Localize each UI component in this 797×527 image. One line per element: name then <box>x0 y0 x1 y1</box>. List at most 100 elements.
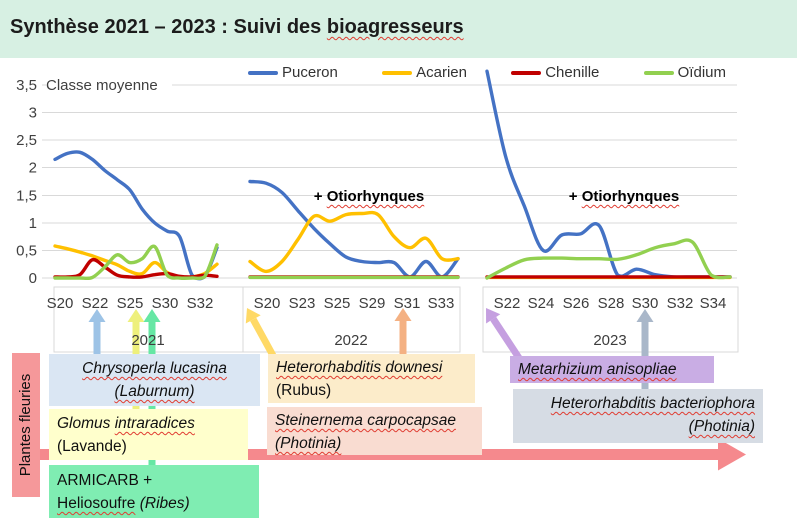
treatment-box-steinernema: Steinernema carpocapsae (Photinia) <box>267 407 482 455</box>
text-segment: bioagresseurs <box>326 16 464 38</box>
week-label: S25 <box>324 295 351 312</box>
arrow-downesi-to-2022-s31-head <box>394 308 412 321</box>
x-label-box-2023 <box>482 286 739 353</box>
series-line-oïdium-2021 <box>53 243 219 281</box>
y-tick-label: 3 <box>29 105 37 122</box>
legend-swatch <box>511 70 542 75</box>
text-segment: Synthèse 2021 – 2023 : Suivi des <box>10 16 327 38</box>
week-label: S20 <box>47 295 74 312</box>
legend-item-oïdium: Oïdium <box>643 64 726 81</box>
treatment-box-downesi: Heterorhabditis downesi (Rubus) <box>268 354 475 403</box>
side-label-plantes-fleuries: Plantes fleuries <box>12 353 40 497</box>
y-tick-label: 1,5 <box>16 187 37 204</box>
year-label: 2023 <box>593 332 626 349</box>
treatment-box-line: (Photinia) <box>521 415 755 438</box>
treatment-box-line: Steinernema carpocapsae <box>275 409 474 432</box>
legend-item-puceron: Puceron <box>248 64 338 81</box>
y-tick-label: 1 <box>29 215 37 232</box>
slide-title: Synthèse 2021 – 2023 : Suivi des bioagre… <box>0 0 797 39</box>
y-tick-label: 0,5 <box>16 242 37 259</box>
text-segment: (Ribes) <box>139 495 190 512</box>
week-label: S28 <box>598 295 625 312</box>
arrow-downesi-to-2022-s20-head <box>245 308 261 324</box>
year-label: 2021 <box>131 332 164 349</box>
treatment-box-line: Heterorhabditis bacteriophora <box>521 392 755 415</box>
legend-label: Acarien <box>416 64 467 81</box>
text-segment: Chrysoperla lucasina <box>82 360 227 377</box>
arrow-glomus-to-2021-head <box>127 309 145 322</box>
treatment-box-line: (Rubus) <box>276 379 467 402</box>
arrow-metarhizium-to-2023-s22-head <box>486 308 501 324</box>
week-label: S22 <box>82 295 109 312</box>
series-line-puceron-2023 <box>485 69 732 279</box>
treatment-box-line: Metarhizium anisopliae <box>518 358 706 381</box>
treatment-box-line: Heliosoufre (Ribes) <box>57 492 251 515</box>
timeline-arrow-pink-head <box>718 438 746 471</box>
y-axis-title: Classe moyenne <box>46 77 172 97</box>
x-label-box-2022 <box>242 286 461 353</box>
text-segment: Glomus <box>57 415 115 432</box>
series-line-acarien-2022 <box>248 210 460 274</box>
week-label: S32 <box>667 295 694 312</box>
text-segment: (Lavande) <box>57 438 127 455</box>
arrow-metarhizium-to-2023-s22-shaft <box>490 316 524 363</box>
text-segment: Otiorhynques <box>326 188 425 205</box>
week-label: S29 <box>359 295 386 312</box>
week-label: S23 <box>289 295 316 312</box>
week-label: S33 <box>428 295 455 312</box>
week-label: S26 <box>563 295 590 312</box>
arrow-armicarb-to-2021-head <box>143 309 161 322</box>
legend-label: Puceron <box>282 64 338 81</box>
text-segment: Metarhizium anisopliae <box>518 361 677 378</box>
text-segment: Heliosoufre <box>57 495 136 512</box>
legend-item-chenille: Chenille <box>511 64 599 81</box>
series-line-puceron-2021 <box>53 150 219 281</box>
week-label: S30 <box>152 295 179 312</box>
week-label: S31 <box>394 295 421 312</box>
text-segment: Steinernema carpocapsae <box>275 412 456 429</box>
week-label: S34 <box>700 295 727 312</box>
arrow-bacteriophora-to-2023-s30-head <box>636 309 654 322</box>
annotation-otiorhynques-2022: + Otiorhynques <box>314 188 424 205</box>
week-label: S24 <box>528 295 555 312</box>
treatment-box-line: Glomus intraradices <box>57 412 240 435</box>
week-label: S20 <box>254 295 281 312</box>
treatment-box-line: ARMICARB + <box>57 469 251 492</box>
legend-item-acarien: Acarien <box>382 64 467 81</box>
y-tick-label: 2,5 <box>16 132 37 149</box>
treatment-box-line: Heterorhabditis downesi <box>276 356 467 379</box>
week-label: S22 <box>494 295 521 312</box>
header-band: Synthèse 2021 – 2023 : Suivi des bioagre… <box>0 0 797 58</box>
treatment-box-line: (Laburnum) <box>57 380 252 403</box>
text-segment: (Rubus) <box>276 382 332 399</box>
treatment-box-glomus: Glomus intraradices (Lavande) <box>49 409 248 460</box>
legend-swatch <box>643 70 674 75</box>
year-label: 2022 <box>334 332 367 349</box>
treatment-box-metarhizium: Metarhizium anisopliae <box>510 356 714 383</box>
text-segment: + <box>568 188 582 205</box>
legend-label: Chenille <box>545 64 600 81</box>
annotation-otiorhynques-2023: + Otiorhynques <box>569 188 679 205</box>
legend-swatch <box>248 70 278 75</box>
text-segment: ARMICARB + <box>57 472 153 489</box>
text-segment: Otiorhynques <box>581 188 680 205</box>
text-segment: (Laburnum) <box>114 383 195 400</box>
treatment-box-line: (Photinia) <box>275 432 474 455</box>
treatment-box-line: Chrysoperla lucasina <box>57 357 252 380</box>
week-label: S30 <box>632 295 659 312</box>
legend-label: Oïdium <box>677 64 726 81</box>
series-line-puceron-2022 <box>248 179 460 279</box>
week-label: S25 <box>117 295 144 312</box>
treatment-box-line: (Lavande) <box>57 435 240 458</box>
series-line-oïdium-2023 <box>485 238 732 280</box>
text-segment: (Photinia) <box>688 418 755 435</box>
treatment-box-armicarb: ARMICARB + Heliosoufre (Ribes) <box>49 465 259 518</box>
text-segment: Heterorhabditis downesi <box>276 359 443 376</box>
y-tick-label: 0 <box>29 270 37 287</box>
arrow-chrysoperla-to-2021-head <box>88 309 106 322</box>
y-tick-label: 3,5 <box>16 77 37 94</box>
treatment-box-bacteriophora: Heterorhabditis bacteriophora (Photinia) <box>513 389 763 443</box>
week-label: S32 <box>187 295 214 312</box>
text-segment: (Photinia) <box>275 435 342 452</box>
